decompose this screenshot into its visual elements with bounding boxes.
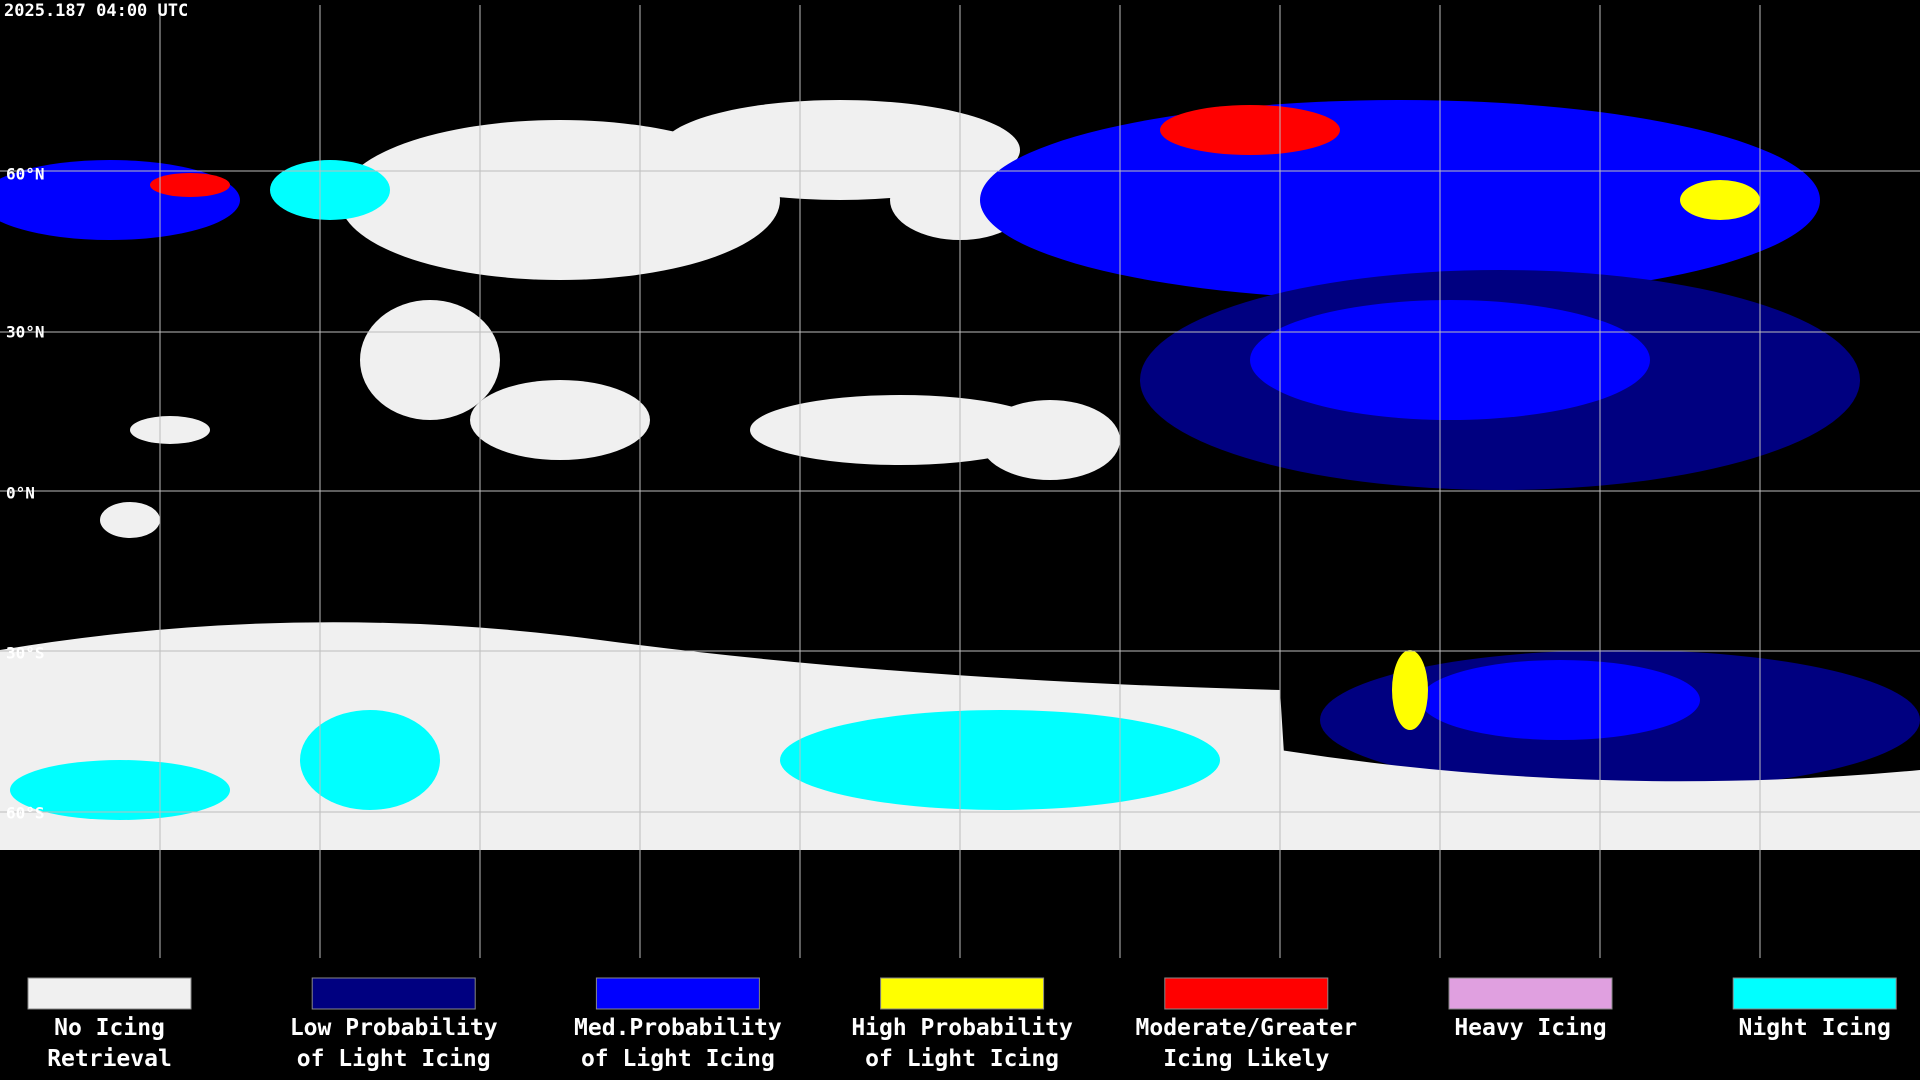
icing-area [1680, 180, 1760, 220]
legend-label: of Light Icing [865, 1046, 1059, 1072]
cloud-area [780, 710, 1220, 810]
legend-label: Moderate/Greater [1136, 1015, 1358, 1041]
legend-swatch [1448, 977, 1613, 1010]
legend-swatch [311, 977, 476, 1010]
legend-label: Heavy Icing [1454, 1015, 1606, 1041]
icing-area [1420, 660, 1700, 740]
latitude-label: 30°S [6, 644, 45, 663]
legend-label: High Probability [851, 1015, 1073, 1041]
legend-swatch [880, 977, 1045, 1010]
legend-label: Med.Probability [574, 1015, 782, 1041]
imagery [0, 100, 1920, 850]
latitude-label: 60°S [6, 804, 45, 823]
cloud-area [100, 502, 160, 538]
cloud-area [980, 400, 1120, 480]
legend-label: Icing Likely [1163, 1046, 1329, 1072]
icing-area [1392, 650, 1428, 730]
latitude-label: 60°N [6, 165, 45, 184]
cloud-area [300, 710, 440, 810]
legend-label: Retrieval [47, 1046, 172, 1072]
legend-swatch [1732, 977, 1897, 1010]
legend-swatch [595, 977, 760, 1010]
legend-swatch [27, 977, 192, 1010]
cloud-area [750, 395, 1050, 465]
legend: No Icing Retrieval Low Probability of Light… [27, 977, 1897, 1072]
cloud-area [10, 760, 230, 820]
legend-label: No Icing [54, 1015, 165, 1041]
latitude-label: 0°N [6, 484, 35, 503]
icing-area [150, 173, 230, 197]
legend-swatch [1164, 977, 1329, 1010]
legend-label: Night Icing [1739, 1015, 1891, 1041]
cloud-area [360, 300, 500, 420]
icing-area [1160, 105, 1340, 155]
legend-label: of Light Icing [581, 1046, 775, 1072]
legend-label: Low Probability [290, 1015, 498, 1041]
cloud-area [270, 160, 390, 220]
icing-area [980, 100, 1820, 300]
graticule [0, 5, 1920, 958]
icing-area [1250, 300, 1650, 420]
legend-label: of Light Icing [297, 1046, 491, 1072]
latitude-label: 30°N [6, 323, 45, 342]
cloud-area [130, 416, 210, 444]
cloud-area [470, 380, 650, 460]
timestamp: 2025.187 04:00 UTC [4, 1, 188, 21]
